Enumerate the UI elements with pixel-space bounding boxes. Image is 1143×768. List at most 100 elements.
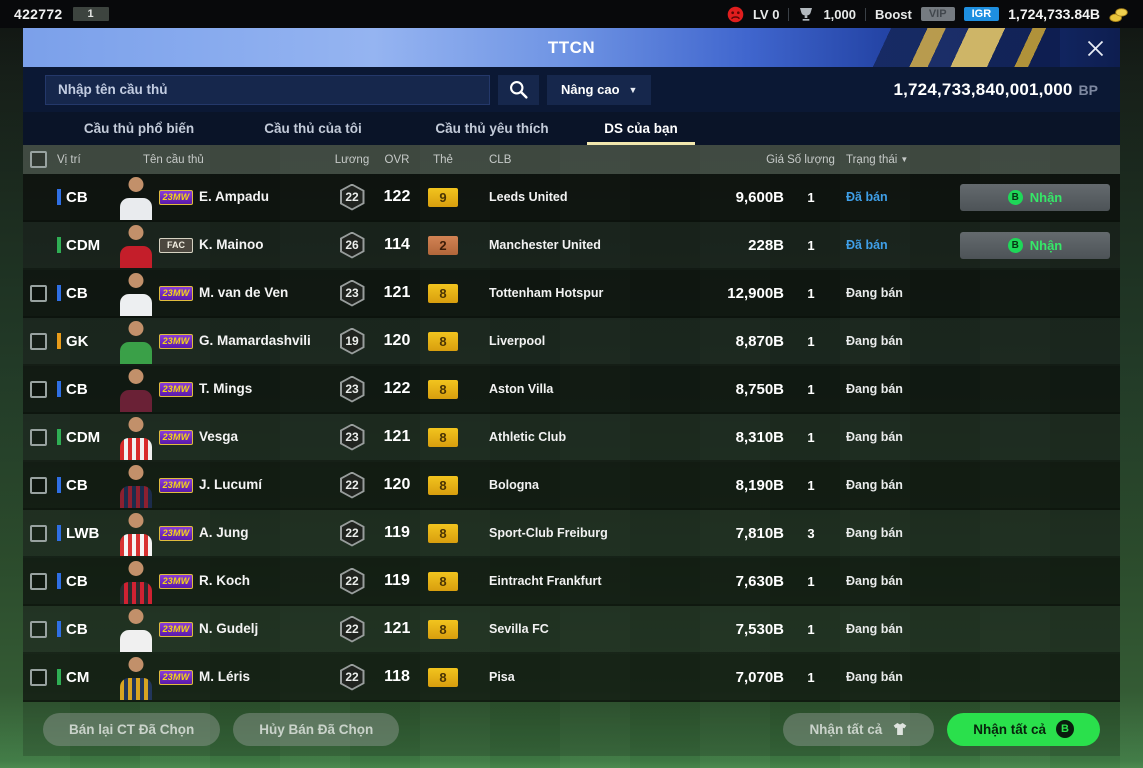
player-photo-head bbox=[128, 321, 144, 336]
position-color-bar bbox=[57, 669, 61, 685]
club-name: Manchester United bbox=[489, 238, 601, 252]
row-checkbox[interactable] bbox=[30, 524, 47, 542]
bp-coin-icon: B bbox=[1007, 237, 1023, 253]
position-cell: CB bbox=[57, 189, 113, 206]
row-checkbox[interactable] bbox=[30, 284, 47, 302]
cancel-sale-selected-button[interactable]: Hủy Bán Đã Chọn bbox=[233, 712, 400, 746]
search-row: Nâng cao ▼ 1,724,733,840,001,000 BP bbox=[23, 67, 1120, 112]
search-input[interactable] bbox=[45, 74, 490, 105]
quantity-value: 1 bbox=[807, 621, 815, 637]
row-checkbox[interactable] bbox=[30, 572, 47, 590]
salary-badge: 22 bbox=[339, 567, 365, 595]
close-icon[interactable] bbox=[1080, 33, 1110, 63]
status-cell: Đang bán bbox=[838, 382, 950, 396]
claim-button[interactable]: B Nhận bbox=[960, 183, 1110, 211]
season-badge: 23MW bbox=[159, 621, 193, 637]
player-photo-jersey bbox=[120, 294, 152, 316]
salary-value: 23 bbox=[341, 377, 363, 401]
season-badge: 23MW bbox=[159, 333, 193, 349]
bp-coin-icon: B bbox=[1056, 720, 1074, 738]
ovr-value: 119 bbox=[384, 572, 410, 589]
status-cell: Đang bán bbox=[838, 574, 950, 588]
select-all-checkbox[interactable] bbox=[30, 151, 47, 168]
tab-popular-players[interactable]: Cầu thủ phổ biến bbox=[83, 121, 195, 136]
club-name: Athletic Club bbox=[489, 430, 567, 444]
status-badge: Đang bán bbox=[846, 478, 903, 492]
row-checkbox[interactable] bbox=[30, 620, 47, 638]
table-row: CB 23MW N. Gudelj 22 121 8 Sevilla FC 7,530B 1 Đa… bbox=[23, 606, 1120, 654]
club-cell: Sevilla FC bbox=[467, 620, 674, 638]
player-photo-jersey bbox=[120, 246, 152, 268]
card-tier-cell: 8 bbox=[419, 379, 467, 399]
claim-all-players-button[interactable]: Nhận tất cả bbox=[783, 712, 935, 746]
bp-coin-icon: B bbox=[1007, 189, 1023, 205]
player-photo-jersey bbox=[120, 438, 152, 460]
player-name: N. Gudelj bbox=[199, 621, 259, 636]
player-name: K. Mainoo bbox=[199, 237, 264, 252]
table-row: CB 23MW T. Mings 23 122 8 Aston Villa 8,750B 1 Đa… bbox=[23, 366, 1120, 414]
header-status-sort[interactable]: Trạng thái ▼ bbox=[838, 154, 950, 166]
position-label: CB bbox=[66, 188, 88, 206]
price-value: 7,630B bbox=[735, 572, 784, 590]
player-name: E. Ampadu bbox=[199, 189, 270, 204]
quantity-value: 1 bbox=[807, 189, 815, 205]
player-photo bbox=[117, 222, 155, 268]
row-checkbox[interactable] bbox=[30, 476, 47, 494]
player-photo bbox=[117, 606, 155, 652]
level-label: LV 0 bbox=[752, 6, 780, 22]
row-select-cell bbox=[23, 668, 57, 686]
position-label: CB bbox=[66, 284, 88, 302]
player-photo-cell bbox=[113, 654, 159, 700]
row-select-cell bbox=[23, 620, 57, 638]
tab-favorite-players[interactable]: Cầu thủ yêu thích bbox=[435, 121, 549, 136]
claim-button-label: Nhận bbox=[1029, 189, 1063, 205]
club-cell: Pisa bbox=[467, 668, 674, 686]
card-tier-cell: 9 bbox=[419, 187, 467, 207]
claim-button[interactable]: B Nhận bbox=[960, 231, 1110, 259]
position-cell: CDM bbox=[57, 429, 113, 446]
claim-all-bp-button[interactable]: Nhận tất cả B bbox=[947, 712, 1100, 746]
advanced-search-dropdown[interactable]: Nâng cao ▼ bbox=[547, 74, 652, 105]
row-checkbox[interactable] bbox=[30, 380, 47, 398]
quantity-cell: 1 bbox=[784, 574, 838, 589]
status-cell: Đang bán bbox=[838, 334, 950, 348]
player-photo-cell bbox=[113, 366, 159, 412]
price-value: 8,750B bbox=[735, 380, 784, 398]
salary-badge: 23 bbox=[339, 279, 365, 307]
salary-cell: 22 bbox=[329, 615, 375, 643]
status-badge: Đã bán bbox=[846, 238, 888, 252]
mood-icon bbox=[727, 6, 744, 23]
row-checkbox[interactable] bbox=[30, 668, 47, 686]
status-cell: Đang bán bbox=[838, 478, 950, 492]
vip-badge[interactable]: VIP bbox=[920, 7, 955, 21]
claim-all-players-label: Nhận tất cả bbox=[809, 721, 883, 737]
position-label: CM bbox=[66, 668, 90, 686]
price-cell: 7,810B bbox=[674, 525, 784, 542]
status-cell: Đã bán bbox=[838, 190, 950, 204]
tab-my-players[interactable]: Cầu thủ của tôi bbox=[264, 121, 362, 136]
header-card: Thẻ bbox=[433, 153, 453, 166]
claim-all-bp-label: Nhận tất cả bbox=[973, 721, 1046, 737]
resell-selected-button[interactable]: Bán lại CT Đã Chọn bbox=[43, 712, 221, 746]
player-photo-cell bbox=[113, 174, 159, 220]
price-value: 8,870B bbox=[735, 332, 784, 350]
tab-your-list[interactable]: DS của bạn bbox=[583, 112, 699, 145]
quantity-value: 1 bbox=[807, 237, 815, 253]
card-season-cell: 23MW bbox=[159, 333, 199, 349]
quantity-value: 1 bbox=[807, 285, 815, 301]
season-badge: 23MW bbox=[159, 429, 193, 445]
search-button[interactable] bbox=[498, 74, 539, 105]
salary-cell: 22 bbox=[329, 183, 375, 211]
card-tier-badge: 2 bbox=[428, 235, 458, 255]
player-photo-cell bbox=[113, 510, 159, 556]
position-color-bar bbox=[57, 237, 61, 253]
position-color-bar bbox=[57, 429, 61, 445]
position-cell: CDM bbox=[57, 237, 113, 254]
salary-value: 19 bbox=[341, 329, 363, 353]
price-cell: 8,870B bbox=[674, 333, 784, 350]
row-checkbox[interactable] bbox=[30, 428, 47, 446]
position-cell: CB bbox=[57, 381, 113, 398]
igr-badge[interactable]: IGR bbox=[963, 7, 1000, 21]
row-checkbox[interactable] bbox=[30, 332, 47, 350]
boost-button[interactable]: Boost bbox=[875, 6, 912, 22]
